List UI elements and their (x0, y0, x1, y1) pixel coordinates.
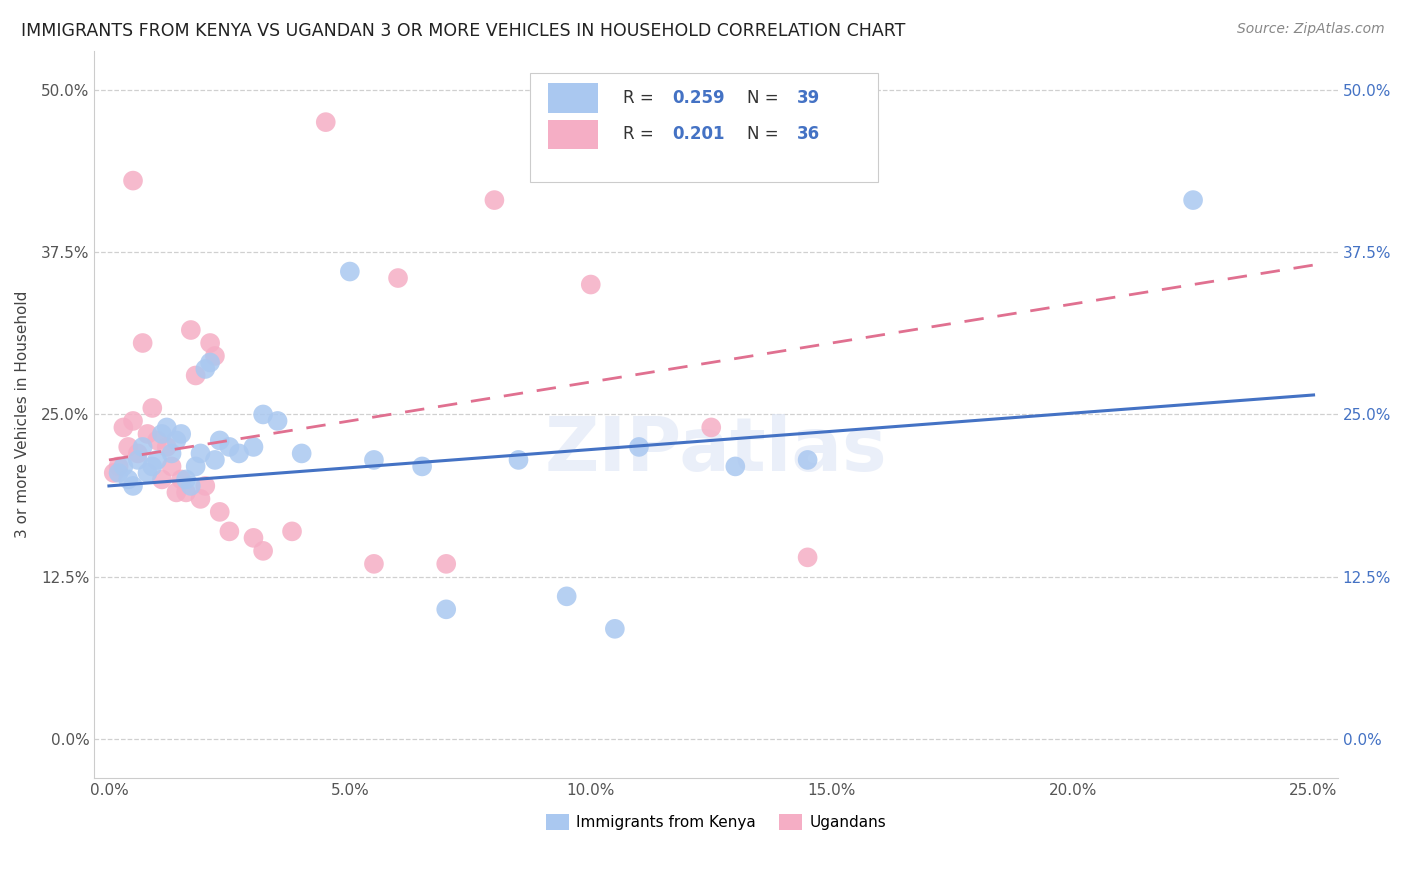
Point (174, 472, 197, 486)
Point (363, 557, 385, 571)
Point (184, 368, 207, 383)
Point (252, 408, 274, 422)
Point (141, 459, 163, 474)
Text: 0.259: 0.259 (672, 89, 725, 107)
Point (131, 336, 153, 351)
Point (724, 459, 747, 474)
Point (208, 505, 231, 519)
Point (127, 446, 149, 460)
Point (156, 440, 179, 454)
Point (180, 479, 202, 493)
Y-axis label: 3 or more Vehicles in Household: 3 or more Vehicles in Household (15, 291, 30, 538)
Point (387, 271, 409, 285)
Point (627, 440, 650, 454)
Point (127, 453, 149, 467)
Point (315, 115, 337, 129)
Text: ZIPatlas: ZIPatlas (544, 414, 887, 487)
Point (204, 453, 226, 467)
Point (156, 420, 179, 434)
Point (170, 472, 193, 486)
Point (603, 622, 626, 636)
Point (208, 434, 231, 448)
Point (150, 472, 173, 486)
Point (107, 466, 129, 480)
Point (579, 277, 602, 292)
Point (150, 426, 173, 441)
Point (122, 479, 145, 493)
Point (107, 459, 129, 474)
Point (122, 414, 145, 428)
Point (434, 602, 457, 616)
Point (190, 446, 212, 460)
Text: 0.201: 0.201 (672, 126, 725, 144)
Point (1182, 193, 1205, 207)
FancyBboxPatch shape (530, 72, 877, 182)
Point (165, 485, 187, 500)
Text: R =: R = (623, 89, 659, 107)
Point (266, 414, 288, 428)
Point (198, 355, 221, 369)
Point (281, 524, 304, 539)
Point (242, 531, 264, 545)
Point (103, 466, 125, 480)
Point (796, 453, 818, 467)
Bar (548, 84, 598, 112)
Point (198, 336, 221, 351)
Point (796, 550, 818, 565)
Point (228, 446, 250, 460)
Point (184, 459, 207, 474)
Point (339, 264, 361, 278)
Point (252, 544, 274, 558)
Point (291, 446, 314, 460)
Point (484, 193, 506, 207)
Text: N =: N = (747, 126, 785, 144)
Point (160, 459, 183, 474)
Point (555, 590, 578, 604)
Point (363, 453, 385, 467)
Point (194, 479, 217, 493)
Point (136, 466, 159, 480)
Text: R =: R = (623, 126, 659, 144)
Point (218, 440, 240, 454)
Point (112, 420, 135, 434)
Point (411, 459, 433, 474)
Point (204, 349, 226, 363)
Point (180, 323, 202, 337)
Text: 36: 36 (797, 126, 820, 144)
Bar (548, 120, 598, 149)
Point (434, 557, 457, 571)
Point (160, 446, 183, 460)
Legend: Immigrants from Kenya, Ugandans: Immigrants from Kenya, Ugandans (540, 808, 893, 836)
Point (170, 426, 193, 441)
Point (218, 524, 240, 539)
Point (174, 485, 197, 500)
Text: Source: ZipAtlas.com: Source: ZipAtlas.com (1237, 22, 1385, 37)
Point (122, 173, 145, 187)
Point (146, 434, 169, 448)
Point (508, 453, 530, 467)
Text: 39: 39 (797, 89, 820, 107)
Text: IMMIGRANTS FROM KENYA VS UGANDAN 3 OR MORE VEHICLES IN HOUSEHOLD CORRELATION CHA: IMMIGRANTS FROM KENYA VS UGANDAN 3 OR MO… (21, 22, 905, 40)
Point (112, 459, 135, 474)
Text: N =: N = (747, 89, 785, 107)
Point (700, 420, 723, 434)
Point (131, 440, 153, 454)
Point (117, 440, 139, 454)
Point (165, 434, 187, 448)
Point (190, 491, 212, 506)
Point (194, 362, 217, 376)
Point (136, 426, 159, 441)
Point (141, 401, 163, 415)
Point (242, 440, 264, 454)
Point (146, 453, 169, 467)
Point (117, 472, 139, 486)
